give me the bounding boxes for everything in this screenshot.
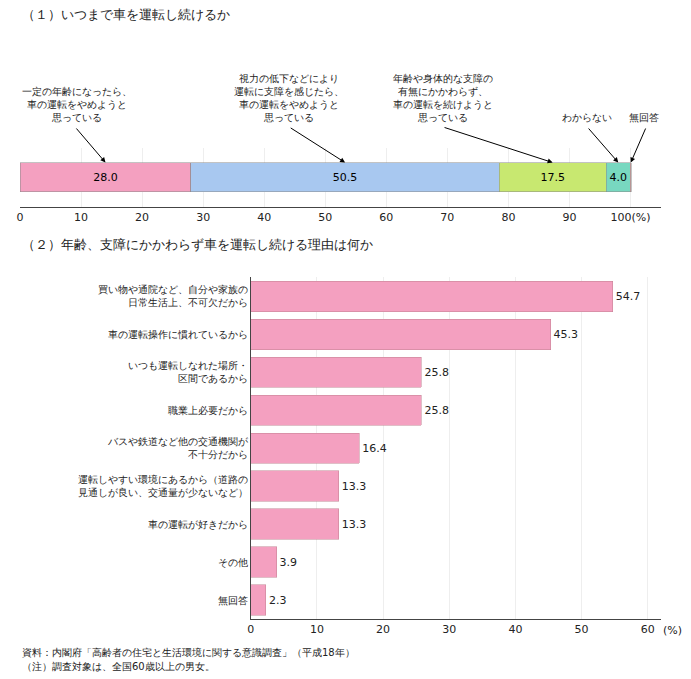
svg-text:わからない: わからない	[562, 112, 612, 123]
svg-text:40: 40	[508, 623, 522, 636]
svg-text:0: 0	[17, 211, 24, 224]
svg-text:（１）いつまで車を運転し続けるか: （１）いつまで車を運転し続けるか	[22, 7, 230, 22]
svg-text:13.3: 13.3	[342, 518, 367, 531]
svg-text:60: 60	[379, 211, 393, 224]
svg-text:(%): (%)	[663, 624, 682, 637]
svg-text:50: 50	[575, 623, 589, 636]
svg-text:いつも運転しなれた場所・区間であるから: いつも運転しなれた場所・区間であるから	[128, 360, 248, 384]
svg-text:10: 10	[74, 211, 88, 224]
svg-text:30: 30	[196, 211, 210, 224]
svg-text:40: 40	[257, 211, 271, 224]
svg-text:50.5: 50.5	[333, 171, 358, 184]
svg-text:（注）調査対象は、全国60歳以上の男女。: （注）調査対象は、全国60歳以上の男女。	[22, 661, 215, 672]
svg-text:無回答: 無回答	[218, 595, 248, 606]
svg-text:その他: その他	[218, 557, 248, 568]
svg-text:20: 20	[376, 623, 390, 636]
svg-text:バスや鉄道など他の交通機関が不十分だから: バスや鉄道など他の交通機関が不十分だから	[107, 436, 249, 460]
svg-text:10: 10	[310, 623, 324, 636]
svg-text:一定の年齢になったら、車の運転をやめようと思っている: 一定の年齢になったら、車の運転をやめようと思っている	[22, 86, 132, 123]
svg-text:車の運転操作に慣れているから: 車の運転操作に慣れているから	[108, 329, 248, 340]
svg-text:13.3: 13.3	[342, 480, 367, 493]
svg-text:3.9: 3.9	[280, 556, 298, 569]
svg-text:80: 80	[501, 211, 515, 224]
svg-text:16.4: 16.4	[362, 442, 386, 455]
svg-text:0: 0	[247, 623, 254, 636]
svg-text:100(%): 100(%)	[610, 211, 650, 224]
svg-text:車の運転が好きだから: 車の運転が好きだから	[148, 519, 248, 530]
svg-text:4.0: 4.0	[610, 171, 628, 184]
svg-text:90: 90	[562, 211, 576, 224]
svg-text:28.0: 28.0	[93, 171, 118, 184]
svg-text:25.8: 25.8	[424, 366, 449, 379]
svg-text:45.3: 45.3	[554, 328, 579, 341]
svg-text:運転しやすい環境にあるから（道路の見通しが良い、交通量が少な: 運転しやすい環境にあるから（道路の見通しが良い、交通量が少ないなど）	[78, 474, 248, 498]
svg-text:70: 70	[440, 211, 454, 224]
svg-text:無回答: 無回答	[629, 112, 659, 123]
svg-text:資料：内閣府「高齢者の住宅と生活環境に関する意識調査」（平成: 資料：内閣府「高齢者の住宅と生活環境に関する意識調査」（平成18年）	[22, 647, 355, 658]
svg-text:職業上必要だから: 職業上必要だから	[168, 405, 248, 416]
svg-text:54.7: 54.7	[616, 290, 641, 303]
svg-text:25.8: 25.8	[424, 404, 449, 417]
svg-text:視力の低下などにより運転に支障を感じたら、車の運転をやめよう: 視力の低下などにより運転に支障を感じたら、車の運転をやめようと思っている	[234, 73, 344, 123]
svg-text:50: 50	[318, 211, 332, 224]
svg-text:（２）年齢、支障にかかわらず車を運転し続ける理由は何か: （２）年齢、支障にかかわらず車を運転し続ける理由は何か	[22, 237, 373, 252]
svg-text:20: 20	[135, 211, 149, 224]
svg-text:60: 60	[641, 623, 655, 636]
svg-text:30: 30	[442, 623, 456, 636]
svg-text:2.3: 2.3	[269, 594, 287, 607]
svg-text:買い物や通院など、自分や家族の日常生活上、不可欠だから: 買い物や通院など、自分や家族の日常生活上、不可欠だから	[98, 284, 248, 308]
svg-text:年齢や身体的な支障の有無にかかわらず、車の運転を続けようと思: 年齢や身体的な支障の有無にかかわらず、車の運転を続けようと思っている	[393, 73, 493, 123]
svg-text:17.5: 17.5	[540, 171, 565, 184]
